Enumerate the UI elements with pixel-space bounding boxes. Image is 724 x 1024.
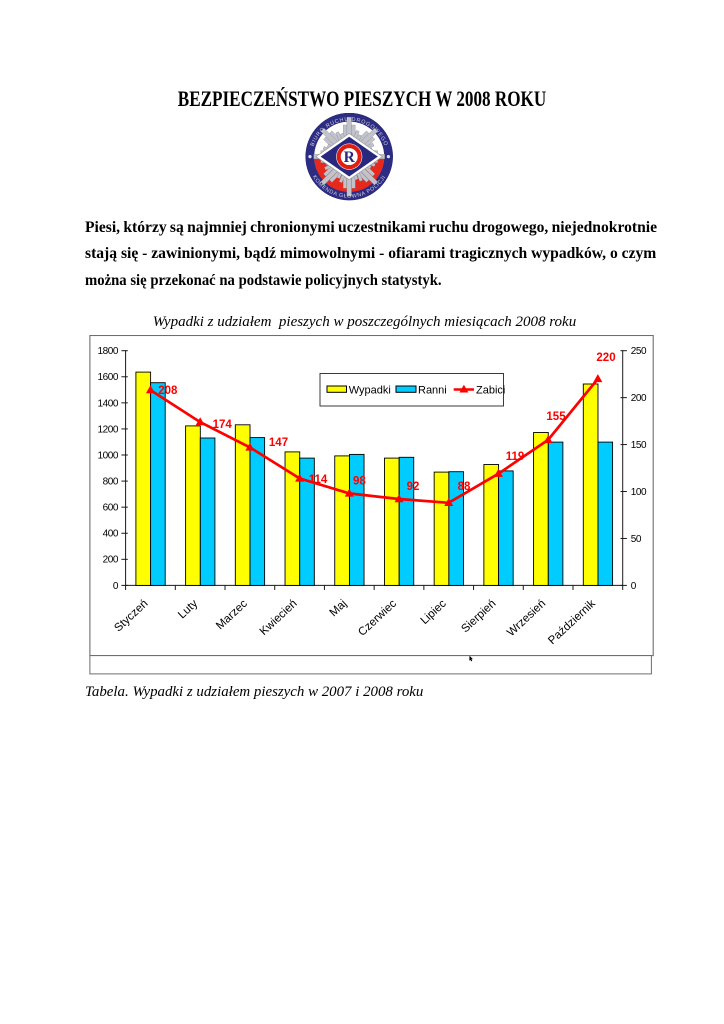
svg-text:147: 147 (269, 437, 288, 449)
svg-text:98: 98 (353, 476, 366, 488)
svg-text:0: 0 (113, 581, 119, 592)
svg-text:208: 208 (158, 385, 178, 397)
svg-text:1400: 1400 (97, 398, 118, 409)
svg-text:150: 150 (631, 440, 647, 451)
svg-text:174: 174 (213, 419, 233, 431)
svg-text:119: 119 (506, 451, 525, 463)
svg-text:114: 114 (309, 474, 328, 486)
svg-text:Wypadki: Wypadki (349, 385, 391, 397)
svg-text:Ranni: Ranni (418, 385, 447, 397)
svg-text:88: 88 (458, 481, 471, 493)
svg-text:100: 100 (631, 487, 647, 498)
svg-text:Zabici: Zabici (476, 385, 505, 397)
svg-text:R: R (344, 149, 356, 166)
svg-text:400: 400 (103, 529, 119, 540)
svg-text:50: 50 (631, 534, 642, 545)
svg-text:1800: 1800 (97, 346, 118, 357)
svg-text:200: 200 (631, 393, 647, 404)
svg-text:155: 155 (546, 411, 566, 423)
svg-text:600: 600 (103, 503, 119, 514)
svg-text:220: 220 (596, 352, 615, 364)
svg-text:1600: 1600 (97, 372, 118, 383)
svg-text:1000: 1000 (97, 450, 118, 461)
svg-text:250: 250 (631, 346, 647, 357)
svg-text:200: 200 (103, 555, 119, 566)
svg-text:0: 0 (631, 581, 637, 592)
svg-text:800: 800 (103, 476, 119, 487)
svg-text:92: 92 (407, 481, 420, 493)
svg-text:1200: 1200 (97, 424, 118, 435)
